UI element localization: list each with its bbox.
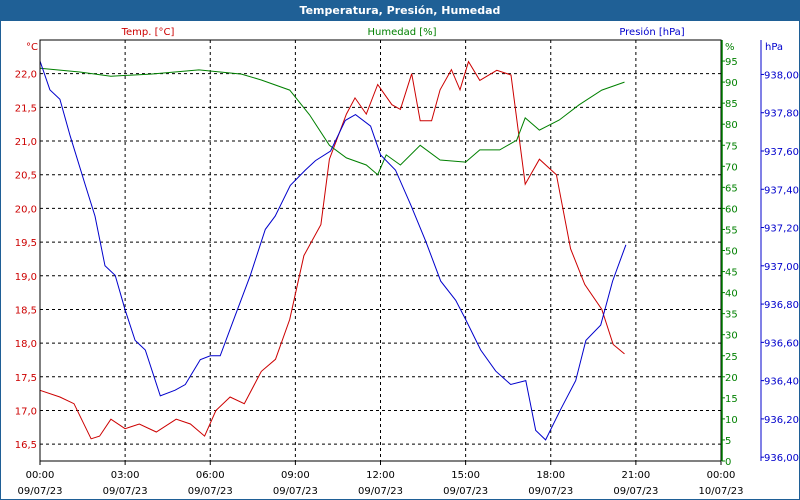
x-tick-label-date: 09/07/23 [358, 486, 403, 497]
humidity-tick-label: 85 [725, 99, 738, 110]
chart-title: Temperatura, Presión, Humedad [0, 0, 800, 21]
pressure-tick-label: 938,00 [764, 70, 799, 81]
x-tick-label-time: 18:00 [536, 470, 565, 481]
humidity-tick-label: 35 [725, 310, 738, 321]
x-tick-label-time: 15:00 [451, 470, 480, 481]
x-tick-label-time: 21:00 [621, 470, 650, 481]
x-tick-label-time: 06:00 [196, 470, 225, 481]
humidity-tick-label: 70 [725, 162, 738, 173]
temp-tick-label: 21,5 [15, 103, 37, 114]
temp-tick-label: 20,0 [15, 204, 37, 215]
temp-tick-label: 19,0 [15, 272, 37, 283]
temp-tick-label: 16,5 [15, 440, 37, 451]
temp-tick-label: 19,5 [15, 238, 37, 249]
humidity-tick-label: 5 [725, 436, 731, 447]
legend-temp: Temp. [°C] [121, 27, 175, 38]
temp-tick-label: 17,5 [15, 373, 37, 384]
humidity-tick-label: 90 [725, 78, 738, 89]
pressure-tick-label: 937,80 [764, 109, 799, 120]
temperature-line [39, 60, 625, 440]
x-tick-label-date: 09/07/23 [613, 486, 658, 497]
humidity-tick-label: 15 [725, 394, 738, 405]
x-tick-label-time: 00:00 [26, 470, 55, 481]
pressure-tick-label: 936,20 [764, 415, 799, 426]
pressure-tick-label: 937,40 [764, 185, 799, 196]
pressure-axis-unit: hPa [765, 42, 783, 53]
humidity-line [39, 67, 625, 176]
temp-tick-label: 17,0 [15, 406, 37, 417]
humidity-tick-label: 60 [725, 204, 738, 215]
pressure-tick-label: 936,80 [764, 300, 799, 311]
pressure-tick-label: 937,20 [764, 224, 799, 235]
humidity-tick-label: 10 [725, 415, 738, 426]
humidity-tick-label: 30 [725, 331, 738, 342]
humidity-tick-label: 20 [725, 373, 738, 384]
humidity-tick-label: 95 [725, 57, 738, 68]
x-tick-label-date: 10/07/23 [699, 486, 744, 497]
humidity-tick-label: 45 [725, 268, 738, 279]
humidity-tick-label: 65 [725, 183, 738, 194]
x-tick-label-date: 09/07/23 [18, 486, 63, 497]
temp-tick-label: 18,5 [15, 305, 37, 316]
pressure-tick-label: 936,60 [764, 338, 799, 349]
pressure-line [39, 60, 627, 441]
x-tick-label-date: 09/07/23 [443, 486, 488, 497]
temp-axis-unit: °C [26, 42, 38, 53]
temp-tick-label: 20,5 [15, 171, 37, 182]
humidity-tick-label: 80 [725, 120, 738, 131]
x-tick-label-time: 03:00 [111, 470, 140, 481]
humidity-tick-label: 0 [725, 457, 731, 468]
x-tick-label-date: 09/07/23 [103, 486, 148, 497]
humidity-tick-label: 40 [725, 289, 738, 300]
humidity-axis-unit: % [725, 42, 735, 53]
pressure-tick-label: 936,00 [764, 453, 799, 464]
x-tick-label-time: 09:00 [281, 470, 310, 481]
pressure-tick-label: 937,60 [764, 147, 799, 158]
x-tick-label-date: 09/07/23 [188, 486, 233, 497]
pressure-tick-label: 936,40 [764, 377, 799, 388]
x-tick-label-date: 09/07/23 [273, 486, 318, 497]
x-tick-label-time: 00:00 [707, 470, 736, 481]
temp-tick-label: 18,0 [15, 339, 37, 350]
humidity-tick-label: 25 [725, 352, 738, 363]
humidity-tick-label: 55 [725, 225, 738, 236]
humidity-tick-label: 75 [725, 141, 738, 152]
pressure-tick-label: 937,00 [764, 262, 799, 273]
humidity-tick-label: 50 [725, 247, 738, 258]
x-tick-label-date: 09/07/23 [528, 486, 573, 497]
legend-humidity: Humedad [%] [367, 27, 436, 38]
legend-pressure: Presión [hPa] [619, 26, 684, 38]
temp-tick-label: 22,0 [15, 70, 37, 81]
x-tick-label-time: 12:00 [366, 470, 395, 481]
temp-tick-label: 21,0 [15, 137, 37, 148]
